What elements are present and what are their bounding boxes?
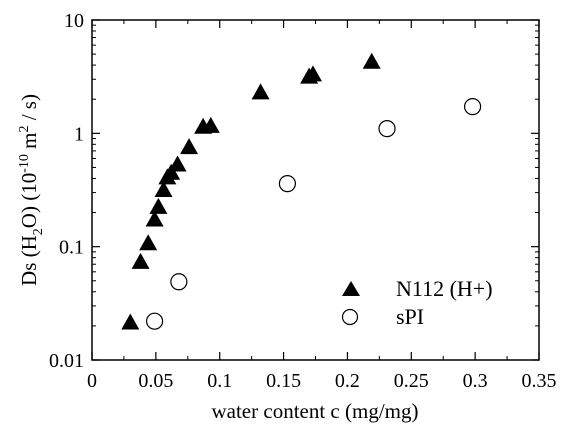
- y-axis-title-sub: 2: [31, 228, 46, 235]
- point-n112: [180, 138, 199, 155]
- x-tick-label: 0.05: [138, 370, 173, 392]
- x-tick-label: 0.3: [463, 370, 488, 392]
- y-axis-title-mid: O) (10: [17, 173, 41, 228]
- point-n112: [121, 313, 140, 330]
- legend-label-spi: sPI: [396, 304, 424, 329]
- legend-marker-n112: [342, 281, 360, 296]
- y-axis-title-suffix: / s): [17, 94, 41, 126]
- point-n112: [131, 252, 150, 269]
- x-tick-label: 0.2: [335, 370, 360, 392]
- y-tick-label: 0.1: [59, 237, 84, 259]
- x-tick-label: 0.35: [522, 370, 557, 392]
- point-n112: [145, 210, 164, 227]
- point-n112: [201, 116, 220, 133]
- legend-marker-spi: [341, 308, 359, 326]
- axis-tick-labels: 0 0.05 0.1 0.15 0.2 0.25 0.3 0.35 0.01 0.1 1 10: [49, 10, 557, 392]
- point-n112: [162, 163, 181, 180]
- x-tick-label: 0.15: [266, 370, 301, 392]
- x-axis-title: water content c (mg/mg): [211, 399, 418, 423]
- legend: N112 (H+) sPI: [341, 276, 493, 329]
- point-n112: [139, 234, 158, 251]
- y-tick-label: 0.01: [49, 350, 84, 372]
- point-spi: [145, 312, 164, 330]
- y-axis-title-sup1: -10: [17, 154, 32, 173]
- point-spi: [463, 98, 482, 116]
- y-axis-title: Ds (H2O) (10-10 m2 / s): [17, 94, 46, 286]
- point-spi: [378, 120, 396, 138]
- y-tick-label: 1: [74, 123, 84, 145]
- x-tick-label: 0.25: [394, 370, 429, 392]
- point-n112: [168, 155, 187, 172]
- point-n112: [362, 52, 381, 69]
- data-marks: [121, 52, 482, 330]
- y-axis-title-prefix: Ds (H: [17, 235, 41, 286]
- point-n112: [154, 180, 173, 197]
- y-axis-title-sup2: 2: [17, 126, 32, 133]
- point-spi: [278, 175, 297, 193]
- x-tick-label: 0.1: [207, 370, 232, 392]
- axis-ticks: [91, 19, 540, 361]
- point-n112: [149, 197, 168, 214]
- point-n112: [251, 83, 270, 100]
- x-tick-label: 0: [87, 370, 97, 392]
- y-axis-title-unit: m: [17, 133, 41, 155]
- legend-label-n112: N112 (H+): [396, 276, 493, 301]
- point-spi: [170, 273, 188, 291]
- point-n112: [303, 65, 322, 82]
- y-tick-label: 10: [64, 10, 84, 32]
